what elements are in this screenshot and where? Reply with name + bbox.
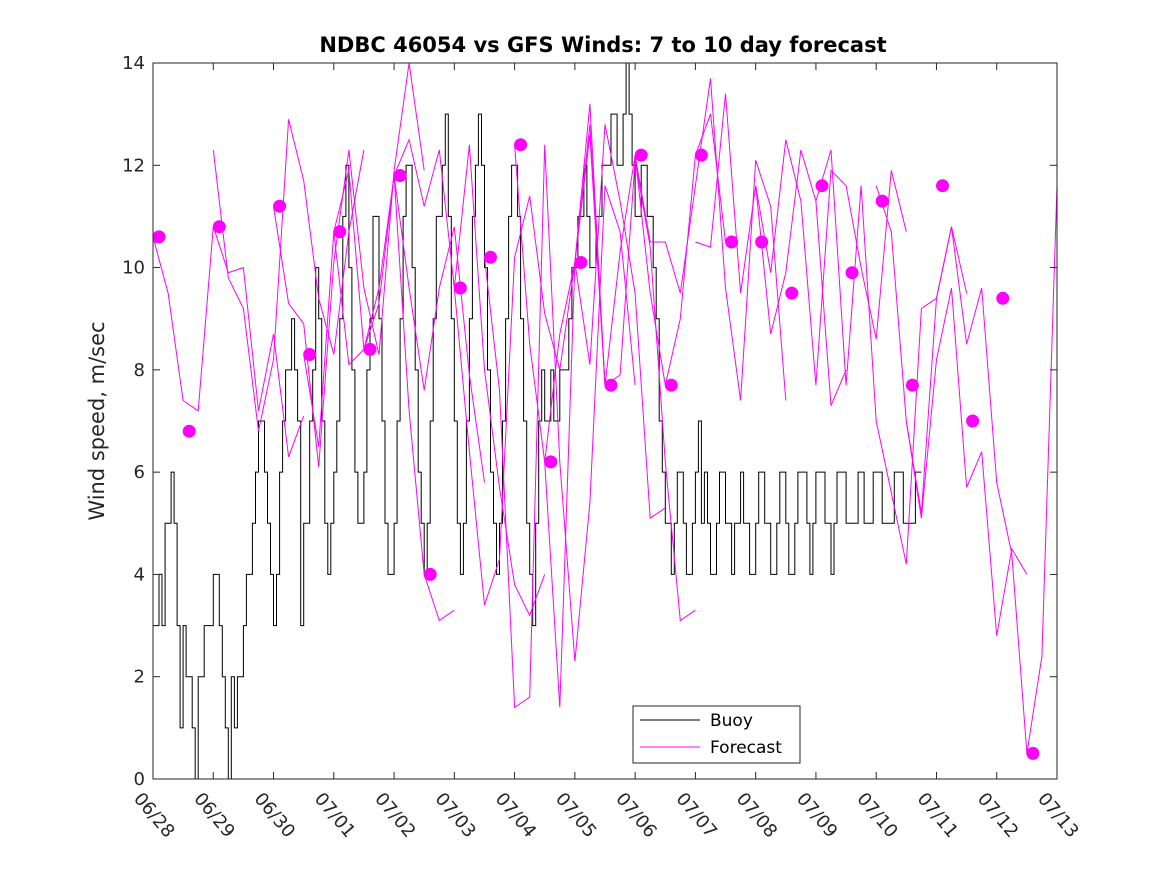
forecast-series-line-9 [544,124,696,622]
x-tick-label-1: 06/29 [189,789,238,842]
plot-frame [152,62,1058,780]
forecast-series-line-3 [303,170,455,622]
forecast-marker-13 [574,256,588,269]
forecast-marker-2 [212,220,226,234]
x-tick-label-0: 06/28 [129,789,178,842]
forecast-series-line-7 [484,144,636,709]
series-layer [153,63,1057,779]
y-tick-label-5: 10 [122,258,145,279]
legend-forecast-label: Forecast [710,738,782,758]
x-tick-label-14: 07/12 [973,789,1022,842]
forecast-series-line-0 [153,226,305,457]
y-tick-label-4: 8 [134,360,145,381]
forecast-marker-11 [514,138,528,152]
forecast-marker-7 [393,169,407,182]
forecast-marker-21 [815,179,829,193]
x-tick-label-10: 07/08 [732,789,781,842]
forecast-series-line-1 [212,119,365,432]
forecast-series-line-13 [755,139,907,386]
forecast-marker-24 [905,378,919,392]
x-tick-label-8: 07/06 [611,789,660,842]
forecast-marker-9 [453,281,467,295]
forecast-marker-25 [936,179,949,193]
forecast-marker-3 [273,199,287,213]
forecast-series-line-16 [905,185,1057,754]
y-axis-label: Wind speed, m/sec [85,321,109,520]
forecast-marker-19 [755,235,769,249]
forecast-marker-28 [1026,746,1040,760]
buoy-series-line [153,63,922,779]
x-tick-label-4: 07/02 [370,789,419,842]
x-tick-label-9: 07/07 [672,789,721,842]
x-tick-label-12: 07/10 [852,789,901,842]
forecast-marker-17 [694,148,708,162]
forecast-marker-12 [544,455,558,469]
forecast-series-line-4 [333,175,485,483]
x-tick-label-3: 07/01 [310,789,359,842]
y-tick-label-7: 14 [122,53,145,74]
forecast-marker-8 [423,567,437,581]
forecast-series-line-15 [875,185,1028,636]
forecast-marker-27 [996,291,1010,305]
forecast-series-line-11 [634,78,787,401]
forecast-series-line-5 [393,138,546,617]
y-tick-label-2: 4 [134,564,145,585]
forecast-marker-0 [153,230,166,244]
y-tick-label-0: 0 [134,769,145,790]
forecast-series-line-14 [815,149,968,565]
y-tick-label-1: 2 [134,667,145,688]
y-tick-label-3: 6 [134,462,145,483]
forecast-marker-5 [333,225,347,239]
forecast-marker-15 [634,148,648,162]
forecast-marker-23 [875,194,889,208]
forecast-series-line-10 [574,103,726,386]
forecast-marker-1 [182,424,196,438]
forecast-marker-4 [303,348,317,361]
chart-title: NDBC 46054 vs GFS Winds: 7 to 10 day for… [319,33,886,57]
forecast-marker-20 [785,286,799,300]
x-tick-label-6: 07/04 [491,789,540,842]
legend: Buoy Forecast [632,705,801,764]
x-tick-label-15: 07/13 [1033,789,1082,842]
forecast-marker-26 [966,414,980,428]
forecast-marker-16 [664,378,678,392]
forecast-marker-22 [845,266,859,280]
forecast-marker-14 [604,378,618,392]
forecast-marker-10 [484,250,497,264]
legend-buoy-label: Buoy [710,711,753,731]
forecast-marker-6 [363,342,377,356]
forecast-series-line-8 [514,124,666,708]
x-tick-label-5: 07/03 [431,789,480,842]
forecast-marker-18 [725,235,739,249]
legend-box [632,705,801,764]
x-tick-label-2: 06/30 [250,789,299,842]
forecast-series-line-2 [273,63,425,468]
x-tick-label-7: 07/05 [551,789,600,842]
x-tick-label-13: 07/11 [913,789,962,842]
x-tick-label-11: 07/09 [792,789,841,842]
forecast-series-line-12 [695,93,847,406]
y-tick-label-6: 12 [122,155,145,176]
